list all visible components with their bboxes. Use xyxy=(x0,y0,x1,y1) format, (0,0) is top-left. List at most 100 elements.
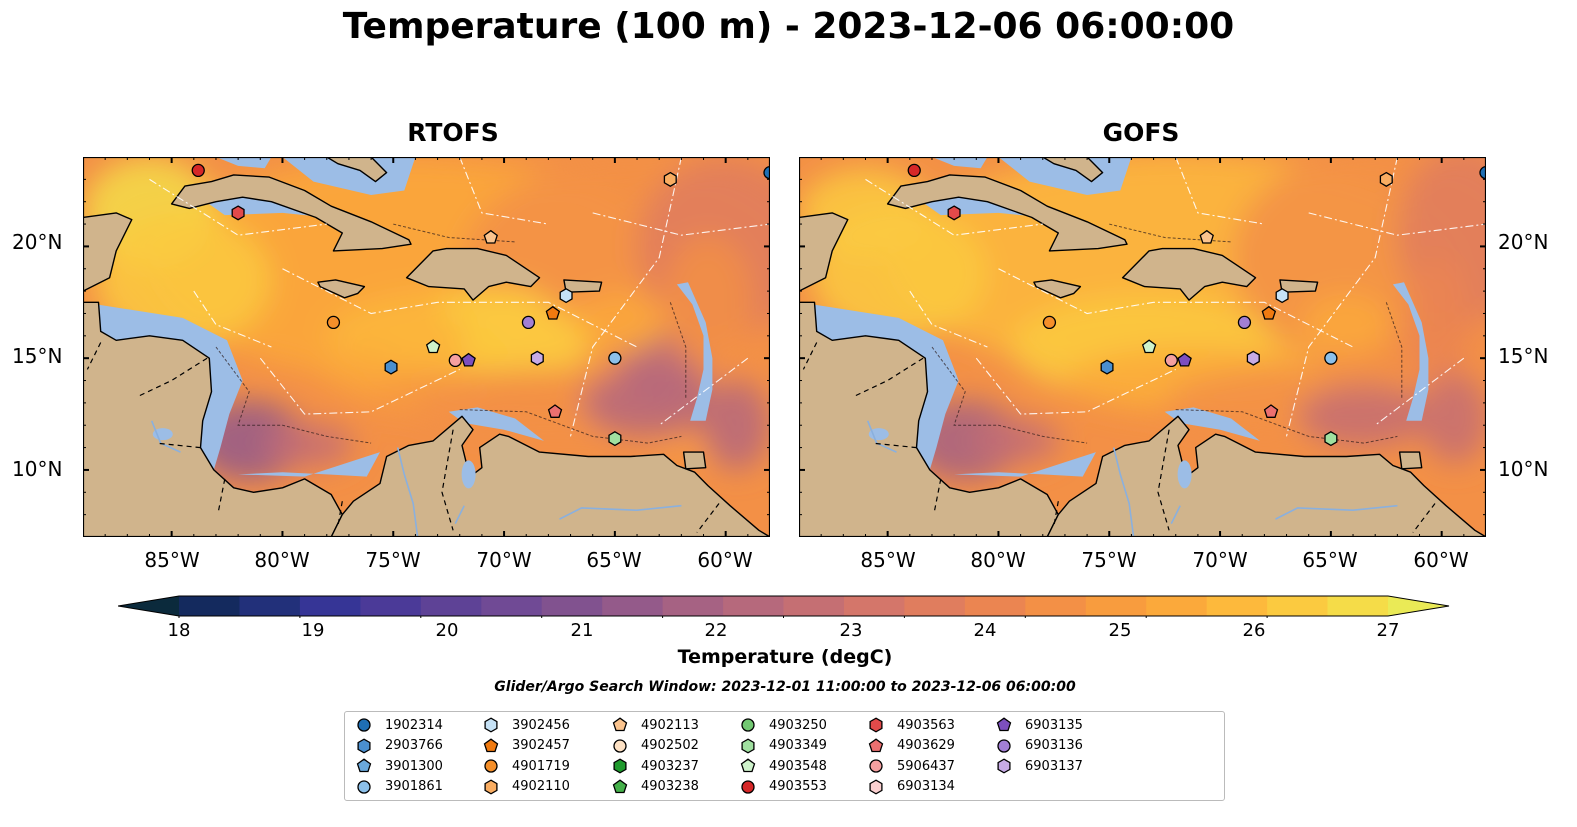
platform-4903548-marker[interactable] xyxy=(425,339,441,354)
legend-item-6903137: 6903137 xyxy=(995,756,1083,776)
lat-label-15n: 15°N xyxy=(1498,344,1549,368)
legend-symbol-4903349[interactable] xyxy=(741,737,755,754)
lon-label: 60°W xyxy=(1413,548,1469,572)
country-border xyxy=(138,357,208,397)
legend-symbol-3901861[interactable] xyxy=(357,779,371,794)
platform-4903629-marker[interactable] xyxy=(547,404,563,418)
platform-4901719-marker[interactable] xyxy=(1042,315,1057,330)
colorbar-bin xyxy=(1146,596,1208,616)
legend-symbol-4903250[interactable] xyxy=(741,718,755,732)
colorbar xyxy=(118,595,1450,618)
river xyxy=(396,447,419,537)
legend-symbol-5906437[interactable] xyxy=(869,759,883,773)
platform-4903629-marker[interactable] xyxy=(1263,404,1279,418)
colorbar-bin xyxy=(662,596,724,616)
legend-symbol-3902456[interactable] xyxy=(484,717,498,733)
map-panel-gofs[interactable] xyxy=(799,157,1486,537)
platform-6903136-marker[interactable] xyxy=(521,315,536,330)
map-panel-rtofs[interactable] xyxy=(83,157,770,537)
colorbar-label: Temperature (degC) xyxy=(677,646,893,668)
legend-symbol-4902113[interactable] xyxy=(612,717,628,732)
platform-3902457-marker[interactable] xyxy=(545,305,561,320)
platform-2903766-marker[interactable] xyxy=(384,359,398,375)
land-cuba xyxy=(886,174,1128,252)
platform-legend: 1902314 2903766 3901300 3901861 3902456 39024… xyxy=(344,711,1225,801)
platform-4903349-marker[interactable] xyxy=(1324,431,1338,447)
platform-4902110-marker[interactable] xyxy=(663,171,677,187)
land-jamaica xyxy=(1033,279,1082,299)
platform-2903766-marker[interactable] xyxy=(1100,359,1114,375)
platform-4903553-marker[interactable] xyxy=(191,163,205,178)
land-puertoRico xyxy=(563,279,603,293)
legend-symbol-3902457[interactable] xyxy=(483,737,499,752)
platform-1902314-marker[interactable] xyxy=(1479,165,1486,180)
legend-symbol-6903135[interactable] xyxy=(996,717,1012,732)
legend-item-2903766: 2903766 xyxy=(355,736,443,756)
legend-symbol-4903238[interactable] xyxy=(612,778,628,793)
legend-marker-circle-icon xyxy=(613,738,627,753)
lat-label-20n: 20°N xyxy=(1498,230,1549,254)
temperature-anomaly xyxy=(663,235,753,370)
platform-6903136-marker[interactable] xyxy=(1237,315,1252,330)
platform-4902113-marker[interactable] xyxy=(1199,229,1214,244)
shelf-guajira xyxy=(1164,407,1260,441)
legend-symbol-6903137[interactable] xyxy=(997,758,1011,774)
legend-label: 4903553 xyxy=(769,779,827,794)
platform-5906437-marker[interactable] xyxy=(448,353,462,368)
map-frame xyxy=(83,157,770,537)
temperature-anomaly xyxy=(1302,293,1391,356)
legend-item-3902457: 3902457 xyxy=(482,736,570,756)
platform-4902110-marker[interactable] xyxy=(1379,171,1393,187)
eez-boundary xyxy=(459,157,549,225)
legend-symbol-4901719[interactable] xyxy=(484,759,498,773)
colorbar-tick: 22 xyxy=(704,620,728,641)
legend-symbol-4902110[interactable] xyxy=(484,778,498,795)
platform-4903563-marker[interactable] xyxy=(947,205,961,221)
legend-marker-hexagon-icon xyxy=(869,717,883,733)
legend-symbol-4903629[interactable] xyxy=(868,737,884,752)
platform-3901861-marker[interactable] xyxy=(608,351,622,365)
platform-3902457-marker[interactable] xyxy=(1261,305,1277,320)
platform-4901719-marker[interactable] xyxy=(326,315,341,330)
platform-4902113-marker[interactable] xyxy=(483,229,498,244)
platform-6903135-marker[interactable] xyxy=(461,352,476,367)
platform-3902456-marker[interactable] xyxy=(559,288,573,304)
colorbar-bin xyxy=(1206,596,1268,616)
legend-item-4902110: 4902110 xyxy=(482,777,570,797)
platform-3902456-marker[interactable] xyxy=(1275,288,1289,304)
platform-1902314-marker[interactable] xyxy=(763,165,770,180)
legend-label: 4903238 xyxy=(641,779,699,794)
legend-symbol-3901300[interactable] xyxy=(356,758,372,773)
legend-marker-pentagon-icon xyxy=(868,737,884,752)
legend-symbol-4902502[interactable] xyxy=(613,738,627,753)
legend-symbol-6903136[interactable] xyxy=(997,738,1011,753)
platform-3901861-marker[interactable] xyxy=(1324,351,1338,365)
legend-label: 5906437 xyxy=(897,758,955,774)
platform-4903553-marker[interactable] xyxy=(907,163,921,178)
platform-5906437-marker[interactable] xyxy=(1164,353,1178,368)
platform-6903135-marker[interactable] xyxy=(1177,352,1192,367)
platform-6903137-marker[interactable] xyxy=(1246,350,1260,366)
legend-symbol-4903553[interactable] xyxy=(741,779,755,794)
legend-marker-hexagon-icon xyxy=(357,737,371,754)
lake-maracaibo xyxy=(461,460,476,489)
lon-label: 65°W xyxy=(586,548,642,572)
eez-boundary xyxy=(259,357,460,415)
platform-4903563-marker[interactable] xyxy=(231,205,245,221)
platform-6903137-marker[interactable] xyxy=(530,350,544,366)
legend-marker-hexagon-icon xyxy=(613,758,627,774)
legend-symbol-6903134[interactable] xyxy=(869,778,883,795)
legend-label: 4901719 xyxy=(512,758,570,774)
legend-symbol-4903237[interactable] xyxy=(613,758,627,774)
legend-item-4903250: 4903250 xyxy=(739,715,827,735)
legend-symbol-2903766[interactable] xyxy=(357,737,371,754)
colorbar-max-extend xyxy=(1388,596,1449,616)
platform-4903548-marker[interactable] xyxy=(1141,339,1157,354)
legend-symbol-4903563[interactable] xyxy=(869,717,883,733)
land-puertoRico xyxy=(1279,279,1319,293)
eez-boundary xyxy=(193,290,272,348)
legend-symbol-1902314[interactable] xyxy=(357,718,371,732)
legend-symbol-4903548[interactable] xyxy=(740,758,756,773)
legend-marker-pentagon-icon xyxy=(612,717,628,732)
platform-4903349-marker[interactable] xyxy=(608,431,622,447)
